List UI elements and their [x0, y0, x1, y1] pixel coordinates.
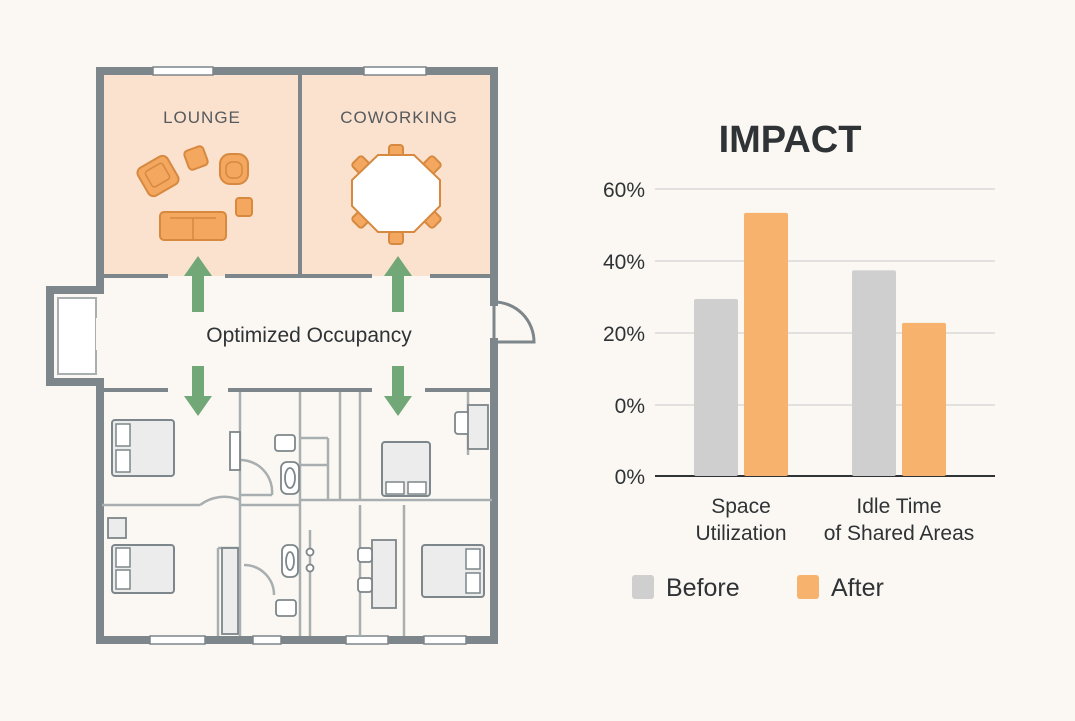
x-axis-labels: Space Utilization Idle Time of Shared Areas — [695, 495, 974, 545]
y-tick-label: 40% — [603, 251, 645, 274]
lounge-room — [103, 74, 300, 276]
arrow-down-left — [184, 366, 212, 416]
bar-before — [694, 299, 738, 476]
arrow-up-right — [384, 256, 412, 312]
y-tick-label: 60% — [603, 179, 645, 202]
outer-walls — [46, 67, 498, 644]
occupancy-arrows — [184, 256, 412, 416]
floor-plan: LOUNGE COWORKING Optimized Occupancy — [46, 66, 536, 645]
y-tick-label: 20% — [603, 323, 645, 346]
room-label-coworking: COWORKING — [340, 108, 458, 127]
y-axis-ticks: 60% 40% 20% 0% 0% — [603, 179, 645, 489]
chart-legend: Before After — [632, 574, 884, 602]
chart-title: IMPACT — [719, 119, 862, 161]
corridor-opening — [96, 318, 104, 350]
impact-chart: IMPACT 60% 40% 20% 0% 0% Space Utilization Idl… — [603, 119, 995, 602]
bar-after — [744, 212, 788, 476]
bar-after — [902, 322, 946, 476]
legend-label-before: Before — [666, 574, 740, 602]
y-tick-label: 0% — [615, 395, 645, 418]
pillows — [115, 423, 481, 594]
y-tick-label: 0% — [615, 466, 645, 489]
legend-swatch-before — [632, 575, 654, 599]
entry-door — [492, 300, 536, 344]
x-category-label: Space Utilization — [695, 495, 786, 545]
legend-swatch-after — [797, 575, 819, 599]
legend-label-after: After — [831, 574, 884, 602]
bathroom-fixtures — [107, 404, 489, 635]
bar-before — [852, 270, 896, 476]
x-category-label: Idle Time of Shared Areas — [824, 495, 975, 545]
arrow-down-right — [384, 366, 412, 416]
room-label-lounge: LOUNGE — [163, 108, 241, 127]
interior-walls — [102, 73, 492, 392]
sofa-detail — [144, 161, 243, 240]
windows — [149, 66, 467, 645]
chart-bars — [694, 212, 946, 476]
arrow-up-left — [184, 256, 212, 312]
lounge-furniture — [136, 145, 253, 241]
side-bay — [57, 297, 97, 375]
corridor-label: Optimized Occupancy — [206, 324, 412, 347]
coworking-table — [351, 144, 442, 245]
